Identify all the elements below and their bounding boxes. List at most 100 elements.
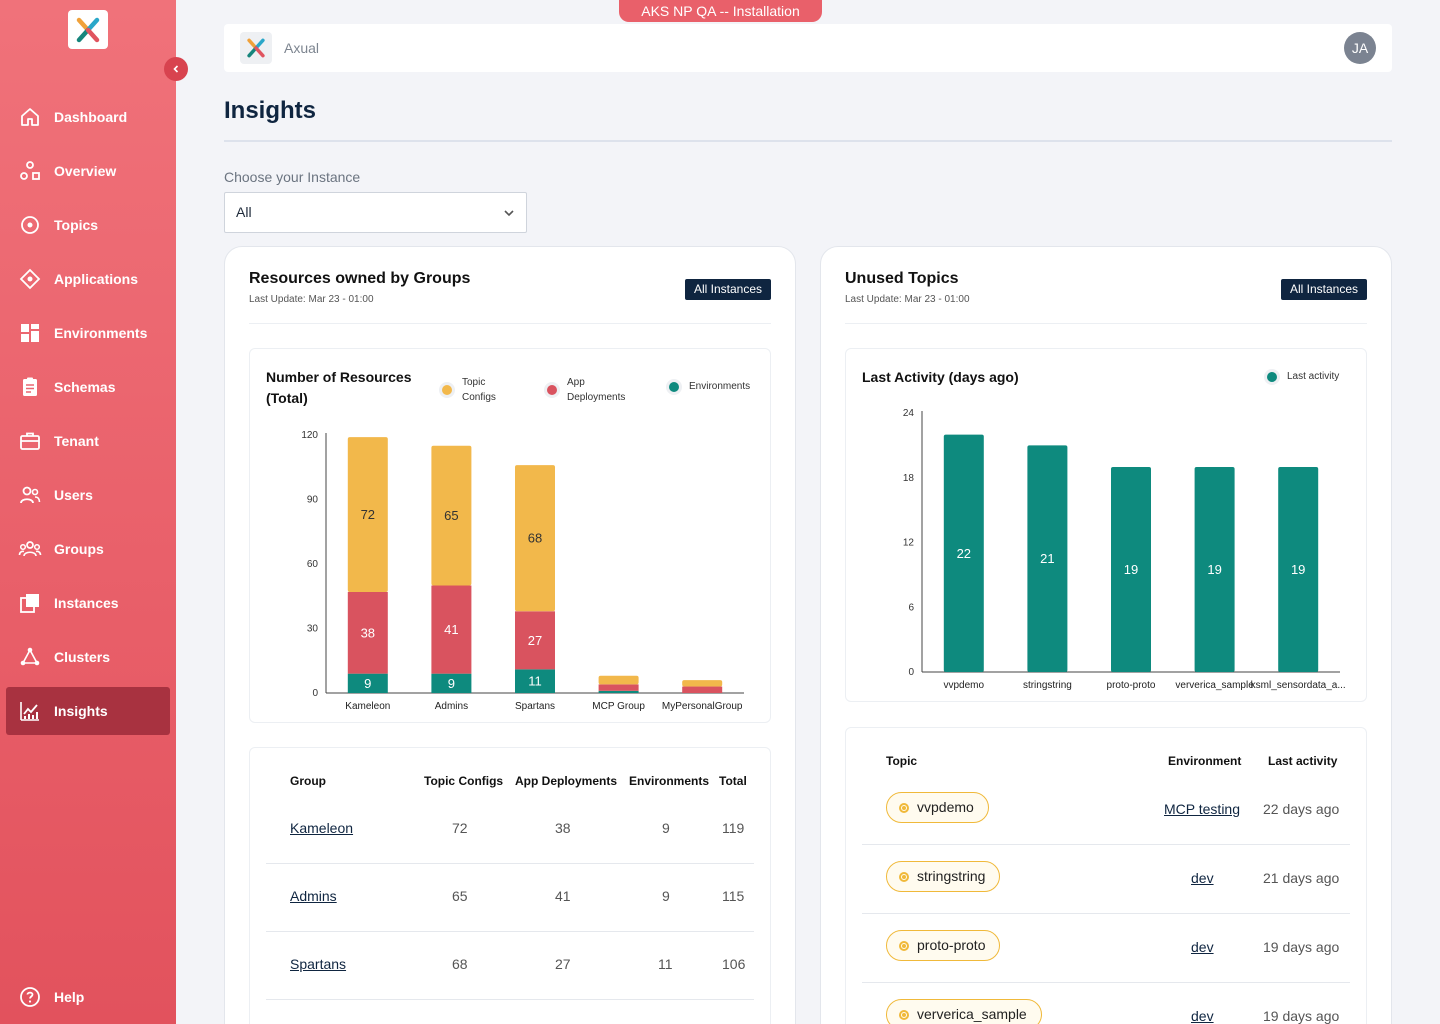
- all-instances-badge: All Instances: [684, 279, 771, 300]
- group-link[interactable]: Kameleon: [290, 820, 354, 836]
- sidebar-item-instances[interactable]: Instances: [6, 579, 170, 627]
- overview-icon: [20, 161, 40, 180]
- environment-banner: AKS NP QA -- Installation: [619, 0, 822, 22]
- sidebar-item-schemas[interactable]: Schemas: [6, 363, 170, 411]
- sidebar-item-overview[interactable]: Overview: [6, 147, 170, 195]
- x-tick-label: Kameleon: [345, 701, 390, 712]
- bar-segment: [347, 591, 388, 674]
- bar-segment: [347, 673, 388, 693]
- instance-select-value: All: [236, 204, 252, 220]
- environments-cell: 11: [658, 956, 673, 972]
- column-header: Group: [290, 774, 326, 788]
- environment-link[interactable]: dev: [1191, 939, 1214, 955]
- y-tick-label: 90: [307, 495, 319, 506]
- instance-select-label: Choose your Instance: [224, 169, 361, 185]
- group-link[interactable]: Admins: [290, 888, 337, 904]
- topic-pill[interactable]: vvpdemo: [886, 792, 989, 823]
- bar-segment: [431, 445, 472, 586]
- sidebar-item-label: Users: [54, 487, 93, 503]
- bar-segment: [682, 686, 723, 693]
- bar-segment: [943, 434, 984, 672]
- environment-link[interactable]: dev: [1191, 870, 1214, 886]
- environment-link[interactable]: dev: [1191, 1008, 1214, 1024]
- chart-title: Last Activity (days ago): [862, 369, 1019, 385]
- legend-app-deployments[interactable]: App Deployments: [547, 375, 625, 405]
- topic-icon: [899, 1009, 909, 1020]
- sidebar-item-topics[interactable]: Topics: [6, 201, 170, 249]
- data-label: 22: [957, 546, 971, 561]
- column-header: App Deployments: [515, 774, 618, 788]
- bar-segment: [682, 680, 723, 687]
- topic-pill[interactable]: proto-proto: [886, 930, 1001, 961]
- topic-configs-cell: 65: [452, 888, 468, 904]
- legend-environments[interactable]: Environments: [669, 379, 750, 394]
- bar-segment: [1027, 445, 1068, 672]
- home-icon: [21, 108, 39, 126]
- x-tick-label: proto-proto: [1107, 680, 1156, 691]
- instance-select[interactable]: All: [224, 192, 527, 233]
- topic-pill[interactable]: stringstring: [886, 861, 1001, 892]
- topic-pill[interactable]: ververica_sample: [886, 999, 1042, 1024]
- x-tick-label: MCP Group: [592, 701, 645, 712]
- x-tick-label: ksml_sensordata_a...: [1251, 680, 1346, 691]
- sidebar-item-label: Instances: [54, 595, 119, 611]
- sidebar-item-dashboard[interactable]: Dashboard: [6, 93, 170, 141]
- card-divider: [249, 323, 771, 324]
- chevron-left-icon: [173, 65, 179, 73]
- y-tick-label: 12: [903, 538, 915, 549]
- axual-logo[interactable]: [68, 10, 108, 49]
- data-label: 41: [444, 622, 458, 637]
- bar-segment: [598, 675, 639, 685]
- sidebar-item-insights[interactable]: Insights: [6, 687, 170, 735]
- user-avatar[interactable]: JA: [1344, 32, 1376, 64]
- card-title: Unused Topics: [845, 270, 959, 287]
- column-header: Last activity: [1268, 754, 1338, 768]
- legend-dot: [442, 385, 452, 395]
- last-activity-chart: Last Activity (days ago) Last activity 0…: [845, 348, 1367, 702]
- legend-last-activity[interactable]: Last activity: [1267, 369, 1339, 384]
- all-instances-badge: All Instances: [1280, 279, 1367, 300]
- group-link[interactable]: Spartans: [290, 956, 347, 972]
- application-icon: [19, 268, 41, 290]
- sidebar-item-applications[interactable]: Applications: [6, 255, 170, 303]
- column-header: Topic Configs: [424, 774, 504, 788]
- bar-segment: [515, 669, 555, 693]
- sidebar-item-label: Groups: [54, 541, 104, 557]
- topic-configs-cell: 68: [452, 956, 468, 972]
- legend-dot: [1267, 371, 1277, 382]
- table-row: ververica_sample dev 19 days ago: [862, 983, 1350, 1024]
- y-tick-label: 24: [903, 408, 915, 419]
- app-deployments-cell: 27: [555, 956, 571, 972]
- sidebar-item-label: Schemas: [54, 379, 116, 395]
- sidebar-item-label: Clusters: [54, 649, 111, 665]
- sidebar-item-groups[interactable]: Groups: [6, 525, 170, 573]
- topic-icon: [899, 802, 909, 813]
- collapse-sidebar-button[interactable]: [164, 57, 188, 81]
- legend-topic-configs[interactable]: Topic Configs: [442, 375, 496, 405]
- x-tick-label: Admins: [435, 701, 468, 712]
- table-row: Spartans 68 27 11 106: [266, 932, 754, 1000]
- clusters-icon: [20, 647, 40, 666]
- topic-icon: [21, 216, 39, 234]
- clipboard-icon: [23, 377, 37, 396]
- x-tick-label: Spartans: [515, 701, 555, 712]
- sidebar-item-environments[interactable]: Environments: [6, 309, 170, 357]
- sidebar: Dashboard Overview Topics Applications E…: [0, 0, 188, 1024]
- sidebar-item-clusters[interactable]: Clusters: [6, 633, 170, 681]
- data-label: 19: [1207, 562, 1221, 577]
- unused-topics-card: Unused Topics Last Update: Mar 23 - 01:0…: [820, 246, 1392, 1024]
- column-header: Total: [719, 774, 747, 788]
- briefcase-icon: [20, 432, 40, 450]
- y-tick-label: 0: [908, 667, 914, 678]
- table-row: Admins 65 41 9 115: [266, 864, 754, 932]
- sidebar-item-tenant[interactable]: Tenant: [6, 417, 170, 465]
- y-tick-label: 30: [307, 624, 319, 635]
- sidebar-item-users[interactable]: Users: [6, 471, 170, 519]
- data-label: 9: [364, 676, 371, 691]
- sidebar-item-help[interactable]: Help: [6, 973, 170, 1021]
- environment-link[interactable]: MCP testing: [1164, 801, 1240, 817]
- total-cell: 115: [722, 888, 745, 904]
- data-label: 19: [1124, 562, 1138, 577]
- resources-chart: Number of Resources (Total) Topic Configs…: [249, 348, 771, 723]
- data-label: 9: [448, 676, 455, 691]
